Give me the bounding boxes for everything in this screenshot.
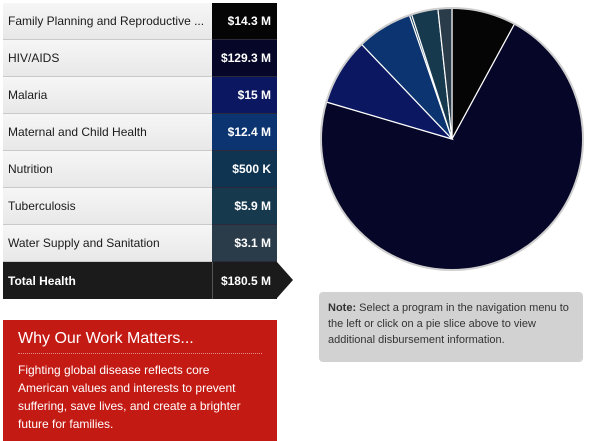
nav-item-label: Maternal and Child Health bbox=[3, 114, 212, 151]
nav-item-tuberculosis[interactable]: Tuberculosis $5.9 M bbox=[3, 188, 293, 225]
note-text: Select a program in the navigation menu … bbox=[328, 302, 569, 346]
nav-item-value: $3.1 M bbox=[212, 225, 277, 262]
nav-total-label: Total Health bbox=[3, 262, 212, 299]
pie-chart bbox=[318, 5, 586, 273]
nav-item-value: $129.3 M bbox=[212, 40, 277, 77]
nav-item-value: $15 M bbox=[212, 77, 277, 114]
nav-item-label: Water Supply and Sanitation bbox=[3, 225, 212, 262]
nav-total-value: $180.5 M bbox=[212, 262, 277, 299]
nav-item-label: HIV/AIDS bbox=[3, 40, 212, 77]
why-our-work-matters-panel: Why Our Work Matters... Fighting global … bbox=[3, 320, 277, 441]
nav-item-value: $14.3 M bbox=[212, 3, 277, 40]
pie-outline bbox=[320, 7, 584, 271]
nav-item-family-planning[interactable]: Family Planning and Reproductive ... $14… bbox=[3, 3, 293, 40]
nav-item-label: Nutrition bbox=[3, 151, 212, 188]
note-box: Note: Select a program in the navigation… bbox=[319, 292, 583, 362]
nav-item-maternal-child-health[interactable]: Maternal and Child Health $12.4 M bbox=[3, 114, 293, 151]
program-navigation: Family Planning and Reproductive ... $14… bbox=[3, 3, 293, 299]
nav-item-value: $500 K bbox=[212, 151, 277, 188]
nav-item-malaria[interactable]: Malaria $15 M bbox=[3, 77, 293, 114]
nav-item-hiv-aids[interactable]: HIV/AIDS $129.3 M bbox=[3, 40, 293, 77]
note-prefix: Note: bbox=[328, 302, 357, 314]
nav-item-total-health[interactable]: Total Health $180.5 M bbox=[3, 262, 293, 299]
nav-item-value: $12.4 M bbox=[212, 114, 277, 151]
why-title: Why Our Work Matters... bbox=[18, 330, 262, 354]
why-body: Fighting global disease reflects core Am… bbox=[18, 363, 241, 431]
nav-item-nutrition[interactable]: Nutrition $500 K bbox=[3, 151, 293, 188]
nav-item-label: Family Planning and Reproductive ... bbox=[3, 3, 212, 40]
nav-item-label: Tuberculosis bbox=[3, 188, 212, 225]
nav-item-water-sanitation[interactable]: Water Supply and Sanitation $3.1 M bbox=[3, 225, 293, 262]
pie-chart-svg bbox=[320, 7, 584, 271]
nav-item-label: Malaria bbox=[3, 77, 212, 114]
nav-item-value: $5.9 M bbox=[212, 188, 277, 225]
